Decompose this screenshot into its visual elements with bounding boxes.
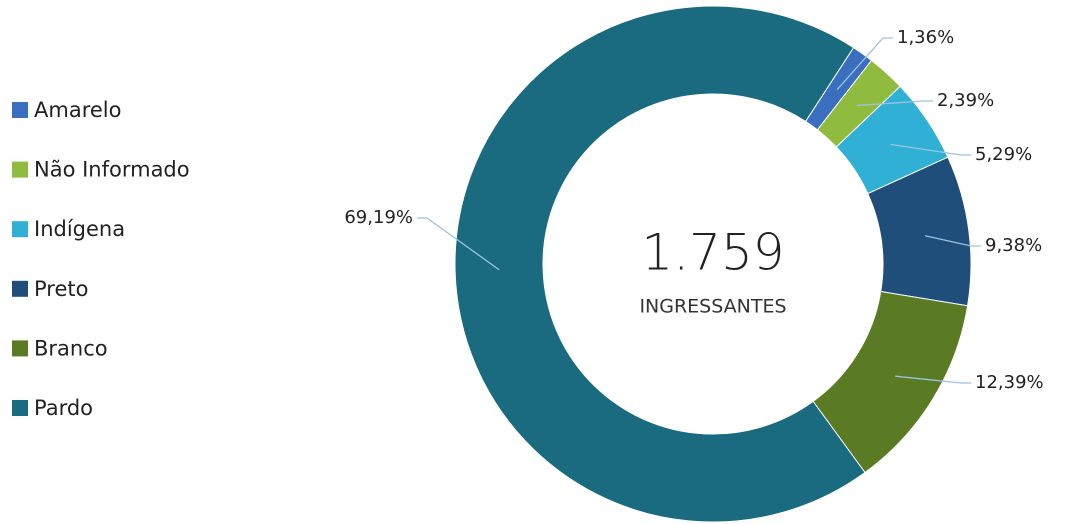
legend-label: Pardo [34,396,93,420]
leader-line [417,217,500,271]
leader-line [924,235,981,247]
slice [454,5,866,523]
center-label: INGRESSANTES [639,296,786,318]
center-total: 1.759 [641,224,784,282]
leader-line [895,375,971,384]
legend-label: Indígena [34,217,125,241]
leader-line [836,37,893,91]
legend-swatch [12,161,28,178]
data-label: 5,29% [975,144,1032,165]
data-label: 2,39% [937,90,994,111]
leader-line [856,100,933,107]
legend-swatch [12,340,28,357]
labels: 1,36% 2,39% 5,29% 9,38% 12,39% 69,19% [344,27,1043,393]
leader-line [890,143,971,156]
legend: Amarelo Não Informado Indígena Preto Branco P… [12,98,190,420]
legend-swatch [12,102,28,118]
data-label: 1,36% [897,27,954,48]
data-label: 12,39% [975,372,1044,393]
legend-label: Preto [34,277,88,301]
legend-label: Não Informado [34,158,190,182]
legend-swatch [12,400,28,416]
data-label: 69,19% [344,207,413,228]
legend-swatch [12,221,28,238]
data-label: 9,38% [985,235,1042,256]
slices [454,5,972,523]
legend-label: Amarelo [34,98,121,122]
legend-label: Branco [34,336,108,360]
legend-swatch [12,280,28,297]
